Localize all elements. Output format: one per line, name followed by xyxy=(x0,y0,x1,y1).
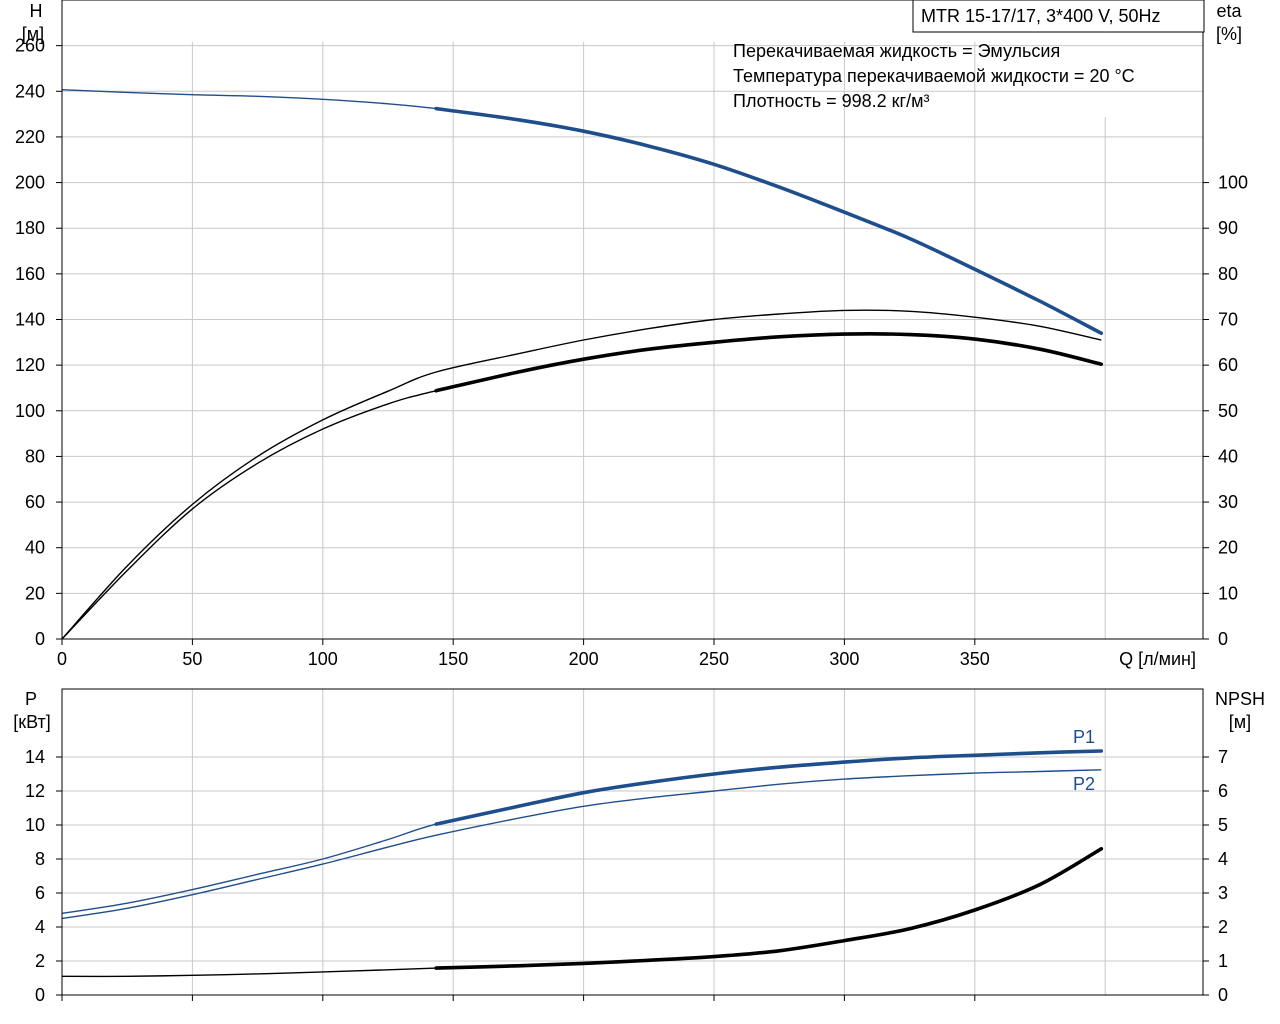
x-tick-300: 300 xyxy=(829,649,859,669)
y-right-tick-0-100: 100 xyxy=(1218,173,1248,193)
series-line-bold-p1 xyxy=(434,749,1104,826)
info-line-fluid: Перекачиваемая жидкость = Эмульсия xyxy=(733,41,1060,61)
info-line-temperature: Температура перекачиваемой жидкости = 20… xyxy=(733,66,1135,86)
y-left-tick-1-12: 12 xyxy=(25,781,45,801)
series-label-p2: P2 xyxy=(1073,774,1095,794)
y-right-tick-0-50: 50 xyxy=(1218,401,1238,421)
y-left-tick-1-14: 14 xyxy=(25,747,45,767)
tick-layer: 0204060801001201401601802002202402600102… xyxy=(15,36,1248,1005)
y-right-tick-0-70: 70 xyxy=(1218,310,1238,330)
y-right-tick-0-30: 30 xyxy=(1218,492,1238,512)
series-line-p2 xyxy=(61,769,1102,920)
y-right-tick-1-0: 0 xyxy=(1218,985,1228,1005)
frame-layer xyxy=(61,0,1204,996)
y-left-tick-0-180: 180 xyxy=(15,218,45,238)
y-right-tick-0-40: 40 xyxy=(1218,446,1238,466)
y-left-tick-0-140: 140 xyxy=(15,310,45,330)
y-left-label-top-2: P xyxy=(25,689,37,709)
y-right-tick-0-80: 80 xyxy=(1218,264,1238,284)
y-left-tick-1-6: 6 xyxy=(35,883,45,903)
y-left-tick-0-120: 120 xyxy=(15,355,45,375)
y-left-unit-top-2: [кВт] xyxy=(13,712,51,732)
plot-frame-0 xyxy=(61,0,1204,640)
y-right-tick-0-0: 0 xyxy=(1218,629,1228,649)
y-left-tick-1-4: 4 xyxy=(35,917,45,937)
y-left-tick-1-8: 8 xyxy=(35,849,45,869)
y-left-tick-0-240: 240 xyxy=(15,81,45,101)
y-left-tick-1-0: 0 xyxy=(35,985,45,1005)
x-tick-150: 150 xyxy=(438,649,468,669)
y-right-label-top-1: eta xyxy=(1216,1,1242,21)
y-right-tick-0-60: 60 xyxy=(1218,355,1238,375)
series-line-bold-head xyxy=(434,106,1104,335)
y-right-tick-0-10: 10 xyxy=(1218,583,1238,603)
y-right-unit-top-2: [м] xyxy=(1229,712,1251,732)
y-left-tick-0-260: 260 xyxy=(15,36,45,56)
plot-frame-1 xyxy=(61,688,1204,996)
y-right-tick-0-20: 20 xyxy=(1218,538,1238,558)
series-line-bold-npsh xyxy=(434,847,1104,970)
y-left-tick-1-10: 10 xyxy=(25,815,45,835)
y-left-label-top-1: H xyxy=(30,1,43,21)
title-box xyxy=(912,0,1205,33)
y-right-unit-top-1: [%] xyxy=(1216,24,1242,44)
series-line-eta-upper xyxy=(61,309,1102,640)
x-axis-label: Q [л/мин] xyxy=(1119,649,1196,669)
x-tick-250: 250 xyxy=(699,649,729,669)
y-left-tick-0-200: 200 xyxy=(15,173,45,193)
y-left-tick-0-20: 20 xyxy=(25,583,45,603)
series-line-bold-eta-lower xyxy=(434,332,1104,393)
y-left-unit-top-1: [м] xyxy=(22,24,44,44)
grid-layer xyxy=(62,42,1203,995)
y-right-tick-1-6: 6 xyxy=(1218,781,1228,801)
y-right-label-top-2: NPSH xyxy=(1215,689,1265,709)
x-tick-350: 350 xyxy=(960,649,990,669)
y-left-tick-0-60: 60 xyxy=(25,492,45,512)
chart-title: MTR 15-17/17, 3*400 V, 50Hz xyxy=(921,6,1160,26)
y-right-tick-0-90: 90 xyxy=(1218,218,1238,238)
y-left-tick-0-160: 160 xyxy=(15,264,45,284)
y-left-tick-1-2: 2 xyxy=(35,951,45,971)
x-tick-50: 50 xyxy=(182,649,202,669)
y-right-tick-1-2: 2 xyxy=(1218,917,1228,937)
series-layer xyxy=(61,89,1104,978)
y-left-tick-0-220: 220 xyxy=(15,127,45,147)
y-left-tick-0-40: 40 xyxy=(25,538,45,558)
y-right-tick-1-1: 1 xyxy=(1218,951,1228,971)
x-tick-200: 200 xyxy=(569,649,599,669)
x-tick-100: 100 xyxy=(308,649,338,669)
y-right-tick-1-5: 5 xyxy=(1218,815,1228,835)
y-left-tick-0-100: 100 xyxy=(15,401,45,421)
y-left-tick-0-0: 0 xyxy=(35,629,45,649)
y-left-tick-0-80: 80 xyxy=(25,446,45,466)
series-line-npsh xyxy=(61,848,1102,978)
series-line-head xyxy=(61,89,1102,334)
y-right-tick-1-7: 7 xyxy=(1218,747,1228,767)
x-tick-0: 0 xyxy=(57,649,67,669)
y-right-tick-1-4: 4 xyxy=(1218,849,1228,869)
y-right-tick-1-3: 3 xyxy=(1218,883,1228,903)
info-line-density: Плотность = 998.2 кг/м³ xyxy=(733,91,929,111)
series-label-p1: P1 xyxy=(1073,727,1095,747)
